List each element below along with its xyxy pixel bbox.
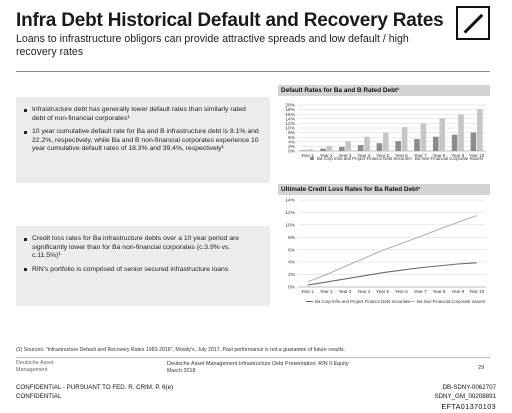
- y-tick-label: 12%: [285, 210, 295, 216]
- x-tick-label: Year 9: [451, 153, 464, 158]
- y-tick-label: 10%: [285, 126, 295, 132]
- series-line-infra: [307, 262, 477, 286]
- footer-divider: [16, 357, 490, 358]
- x-tick-label: Year 6: [395, 289, 408, 294]
- y-tick-label: 2%: [288, 272, 296, 278]
- bullet-item: 10 year cumulative default rate for Ba a…: [24, 128, 259, 153]
- y-tick-label: 6%: [288, 135, 296, 141]
- title-divider: [16, 71, 490, 72]
- legend-entry: Ba Corp Infra and Project Finance Debt S…: [317, 156, 412, 161]
- x-tick-label: Year 2: [320, 289, 333, 294]
- x-tick-label: Year 1: [301, 153, 314, 158]
- bar-infra: [470, 132, 477, 151]
- default-rates-textbox: Infrastructure debt has generally lower …: [16, 97, 270, 183]
- page-subtitle: Loans to infrastructure obligors can pro…: [16, 33, 409, 58]
- bullet-item: Credit loss rates for Ba infrastructure …: [24, 235, 260, 261]
- y-tick-label: 6%: [288, 247, 296, 253]
- footer-org-name: Deutsche Asset Management: [16, 360, 54, 373]
- x-tick-label: Year 8: [433, 289, 446, 294]
- x-tick-label: Year 1: [301, 289, 314, 294]
- bar-corporate: [364, 136, 370, 151]
- y-tick-label: 14%: [285, 198, 295, 204]
- x-tick-label: Year 6: [395, 153, 408, 158]
- credit-loss-bullets: Credit loss rates for Ba infrastructure …: [16, 226, 270, 274]
- credit-loss-textbox: Credit loss rates for Ba infrastructure …: [16, 226, 270, 306]
- y-tick-label: 8%: [288, 130, 296, 136]
- bullet-item: RIN's portfolio is comprised of senior s…: [24, 266, 260, 275]
- bar-corporate: [420, 123, 427, 151]
- x-tick-label: Year 4: [357, 289, 370, 294]
- bar-corporate: [439, 118, 446, 151]
- x-tick-label: Year 3: [339, 289, 352, 294]
- y-tick-label: 8%: [288, 235, 296, 241]
- bar-corporate: [326, 145, 333, 151]
- footer-presentation-title: Deutsche Asset Management Infrastructure…: [167, 361, 349, 367]
- bar-corporate: [345, 141, 352, 151]
- footer-date: March 2018: [167, 367, 196, 374]
- bar-corporate: [476, 108, 483, 151]
- bar-infra: [338, 146, 345, 151]
- y-tick-label: 2%: [288, 144, 296, 150]
- default-rates-bar-chart: 20%18%16%14%12%10%8%6%4%2%0% Year 1 Year 2…: [285, 103, 486, 161]
- bar-infra: [451, 134, 458, 151]
- bar-infra: [320, 148, 326, 151]
- y-tick-label: 4%: [288, 260, 296, 266]
- bar-infra: [357, 145, 364, 151]
- deutsche-bank-logo-icon: [456, 6, 490, 40]
- legend-swatch: [310, 157, 314, 160]
- y-tick-label: 18%: [285, 107, 295, 113]
- y-tick-label: 20%: [285, 103, 295, 109]
- bar-infra: [414, 139, 420, 151]
- x-tick-label: Year 2: [320, 153, 333, 158]
- x-tick-label: Year 8: [433, 153, 446, 158]
- y-tick-label: 0%: [288, 149, 296, 155]
- bates-number-1: DB-SDNY-0062707: [442, 384, 496, 391]
- x-tick-label: Year 4: [357, 153, 370, 158]
- series-line-corporate: [307, 215, 477, 283]
- bar-infra: [432, 136, 439, 151]
- page-title: Infra Debt Historical Default and Recove…: [16, 10, 444, 31]
- bates-number-2: SDNY_GM_00208891: [434, 393, 496, 400]
- y-tick-label: 4%: [288, 139, 296, 145]
- bar-corporate: [382, 132, 389, 151]
- x-tick-label: Year 7: [414, 153, 427, 158]
- sources-footnote: (1) Sources: "Infrastructure Default and…: [16, 347, 346, 353]
- legend-entry: Ba Corp Infra and Project Finance Debt S…: [315, 299, 410, 304]
- bar-corporate: [458, 114, 464, 151]
- x-tick-label: Year 7: [414, 289, 427, 294]
- default-rates-chart-title: Default Rates for Ba and B Rated Debt¹: [278, 85, 490, 96]
- y-tick-label: 12%: [285, 121, 295, 127]
- x-tick-label: Year 9: [451, 289, 464, 294]
- x-tick-label: Year 5: [376, 289, 389, 294]
- y-tick-label: 10%: [285, 222, 295, 228]
- footer-presentation: Deutsche Asset Management Infrastructure…: [167, 361, 349, 374]
- bullet-item: Infrastructure debt has generally lower …: [24, 106, 260, 123]
- page-number: 29: [478, 365, 485, 371]
- y-tick-label: 0%: [288, 285, 296, 291]
- bar-infra: [301, 150, 308, 151]
- credit-loss-line-chart: 14% 12% 10% 8% 6% 4% 2% 0% Year 1 Year 2 Year 3 Yea…: [285, 198, 486, 304]
- x-tick-label: Year 10: [469, 289, 485, 294]
- confidential-notice-1: CONFIDENTIAL - PURSUANT TO FED. R. CRIM.…: [16, 384, 174, 391]
- legend-entry: Ba Non-Financial Corporate Issuers: [417, 299, 485, 304]
- bar-infra: [395, 141, 402, 151]
- y-tick-label: 16%: [285, 112, 295, 118]
- legend-entry: Ba Non-Financial Corporate Issuers: [415, 156, 483, 161]
- y-tick-label: 14%: [285, 116, 295, 122]
- credit-loss-chart-title: Ultimate Credit Loss Rates for Ba Rated …: [278, 184, 490, 195]
- bar-infra: [376, 143, 383, 151]
- default-rates-bullets: Infrastructure debt has generally lower …: [16, 97, 270, 154]
- legend-swatch: [408, 157, 412, 160]
- confidential-notice-2: CONFIDENTIAL: [16, 393, 62, 400]
- bar-corporate: [307, 149, 314, 151]
- x-tick-label: Year 10: [469, 153, 485, 158]
- bates-number-3: EFTA01370103: [441, 402, 496, 411]
- bar-corporate: [401, 127, 408, 151]
- x-tick-label: Year 3: [339, 153, 352, 158]
- x-tick-label: Year 5: [376, 153, 389, 158]
